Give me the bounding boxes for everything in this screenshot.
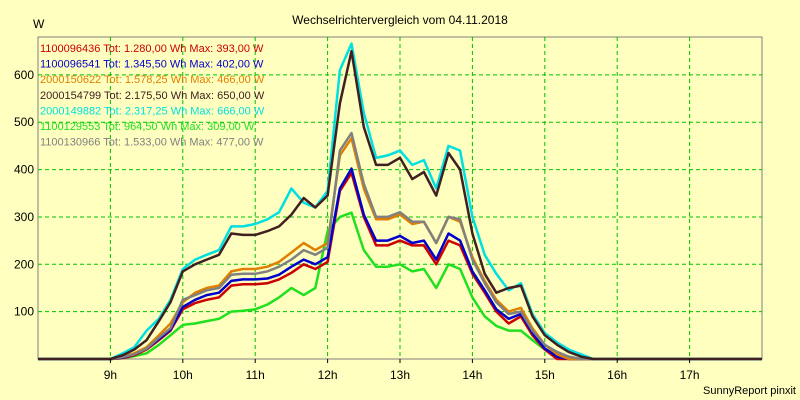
x-tick-label: 17h <box>680 368 700 382</box>
y-tick-label: 500 <box>14 115 34 129</box>
y-tick-label: 300 <box>14 210 34 224</box>
legend-entry-2000149882: 2000149882 Tot: 2.317,25 Wh Max: 666,00 … <box>40 105 265 117</box>
grid-layer <box>38 37 762 359</box>
x-tick-label: 12h <box>318 368 338 382</box>
legend-entry-1100130966: 1100130966 Tot: 1.533,00 Wh Max: 477,00 … <box>40 137 264 149</box>
x-tick-label: 13h <box>390 368 410 382</box>
x-tick-label: 14h <box>462 368 482 382</box>
legend: 1100096436 Tot: 1.280,00 Wh Max: 393,00 … <box>40 43 265 149</box>
y-tick-label: 100 <box>14 305 34 319</box>
legend-entry-2000150622: 2000150622 Tot: 1.578,25 Wh Max: 466,00 … <box>40 74 265 86</box>
x-tick-label: 10h <box>173 368 193 382</box>
axis-layer: 100 200 300 400 500 600 9h 10h 11h 12h 13h 14h 15h 16… <box>14 68 700 382</box>
x-tick-label: 15h <box>535 368 555 382</box>
y-tick-label: 400 <box>14 163 34 177</box>
x-tick-label: 16h <box>607 368 627 382</box>
y-tick-label: 200 <box>14 257 34 271</box>
y-axis-label: W <box>33 17 45 31</box>
footer-text: SunnyReport pinxit <box>703 385 796 397</box>
series-line-2000154799 <box>38 49 762 361</box>
x-tick-label: 9h <box>104 368 117 382</box>
legend-entry-2000154799: 2000154799 Tot: 2.175,50 Wh Max: 650,00 … <box>40 90 265 102</box>
x-tick-label: 11h <box>246 368 265 382</box>
legend-entry-1100096436: 1100096436 Tot: 1.280,00 Wh Max: 393,00 … <box>40 43 264 55</box>
series-layer <box>38 42 762 361</box>
y-tick-label: 600 <box>14 68 34 82</box>
legend-entry-1100096541: 1100096541 Tot: 1.345,50 Wh Max: 402,00 … <box>40 59 264 71</box>
chart-title: Wechselrichtervergleich vom 04.11.2018 <box>292 13 508 27</box>
legend-entry-1100129553: 1100129553 Tot: 964,50 Wh Max: 309,00 W <box>40 121 255 133</box>
